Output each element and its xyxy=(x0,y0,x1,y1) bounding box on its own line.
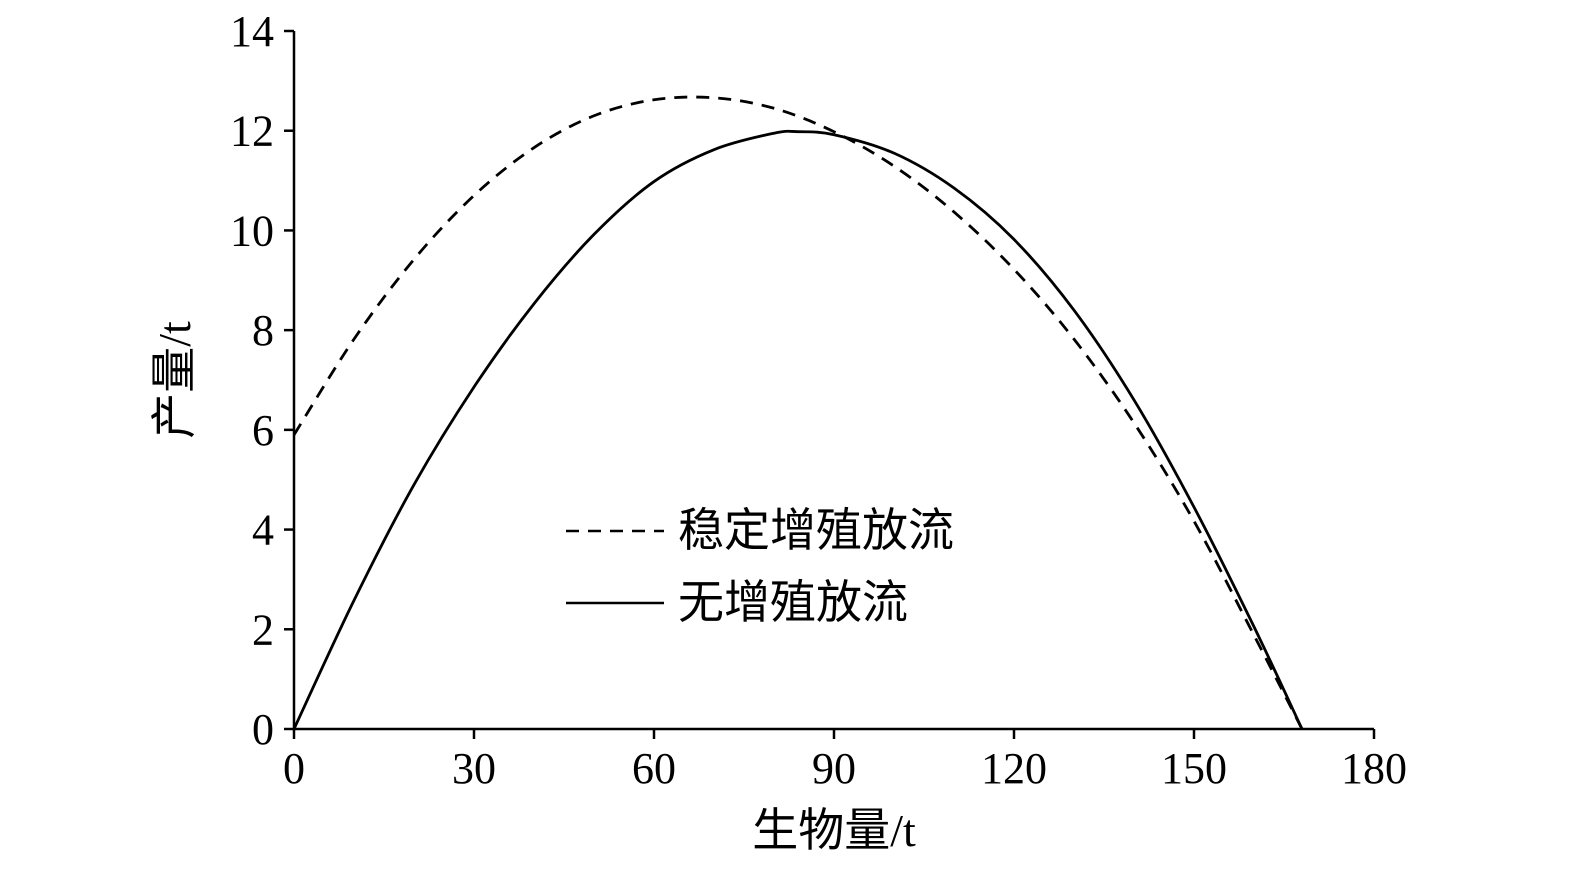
y-tick-label: 14 xyxy=(230,7,274,56)
y-tick-label: 10 xyxy=(230,206,274,255)
series-line-solid xyxy=(292,129,1304,730)
legend-label-solid: 无增殖放流 xyxy=(678,577,908,628)
x-axis-title: 生物量/t xyxy=(752,805,916,856)
y-tick-label: 8 xyxy=(252,306,274,355)
y-tick-label: 6 xyxy=(252,406,274,455)
x-tick-label: 0 xyxy=(283,744,305,793)
y-axis-title: 产量/t xyxy=(149,321,200,439)
legend-label-dashed: 稳定增殖放流 xyxy=(678,505,954,556)
axes: 0 30 60 90 120 150 180 0 2 4 6 8 10 12 14 xyxy=(230,7,1407,793)
y-tick-label: 0 xyxy=(252,705,274,754)
y-tick-label: 2 xyxy=(252,605,274,654)
legend: 稳定增殖放流 无增殖放流 xyxy=(566,505,954,628)
series-line-dashed xyxy=(292,95,1304,730)
y-tick-label: 12 xyxy=(230,107,274,156)
x-tick-label: 60 xyxy=(632,744,676,793)
x-tick-label: 180 xyxy=(1341,744,1407,793)
series-layer xyxy=(292,95,1304,730)
x-tick-label: 90 xyxy=(812,744,856,793)
y-tick-label: 4 xyxy=(252,506,274,555)
x-tick-label: 150 xyxy=(1161,744,1227,793)
x-tick-label: 30 xyxy=(452,744,496,793)
x-tick-label: 120 xyxy=(981,744,1047,793)
